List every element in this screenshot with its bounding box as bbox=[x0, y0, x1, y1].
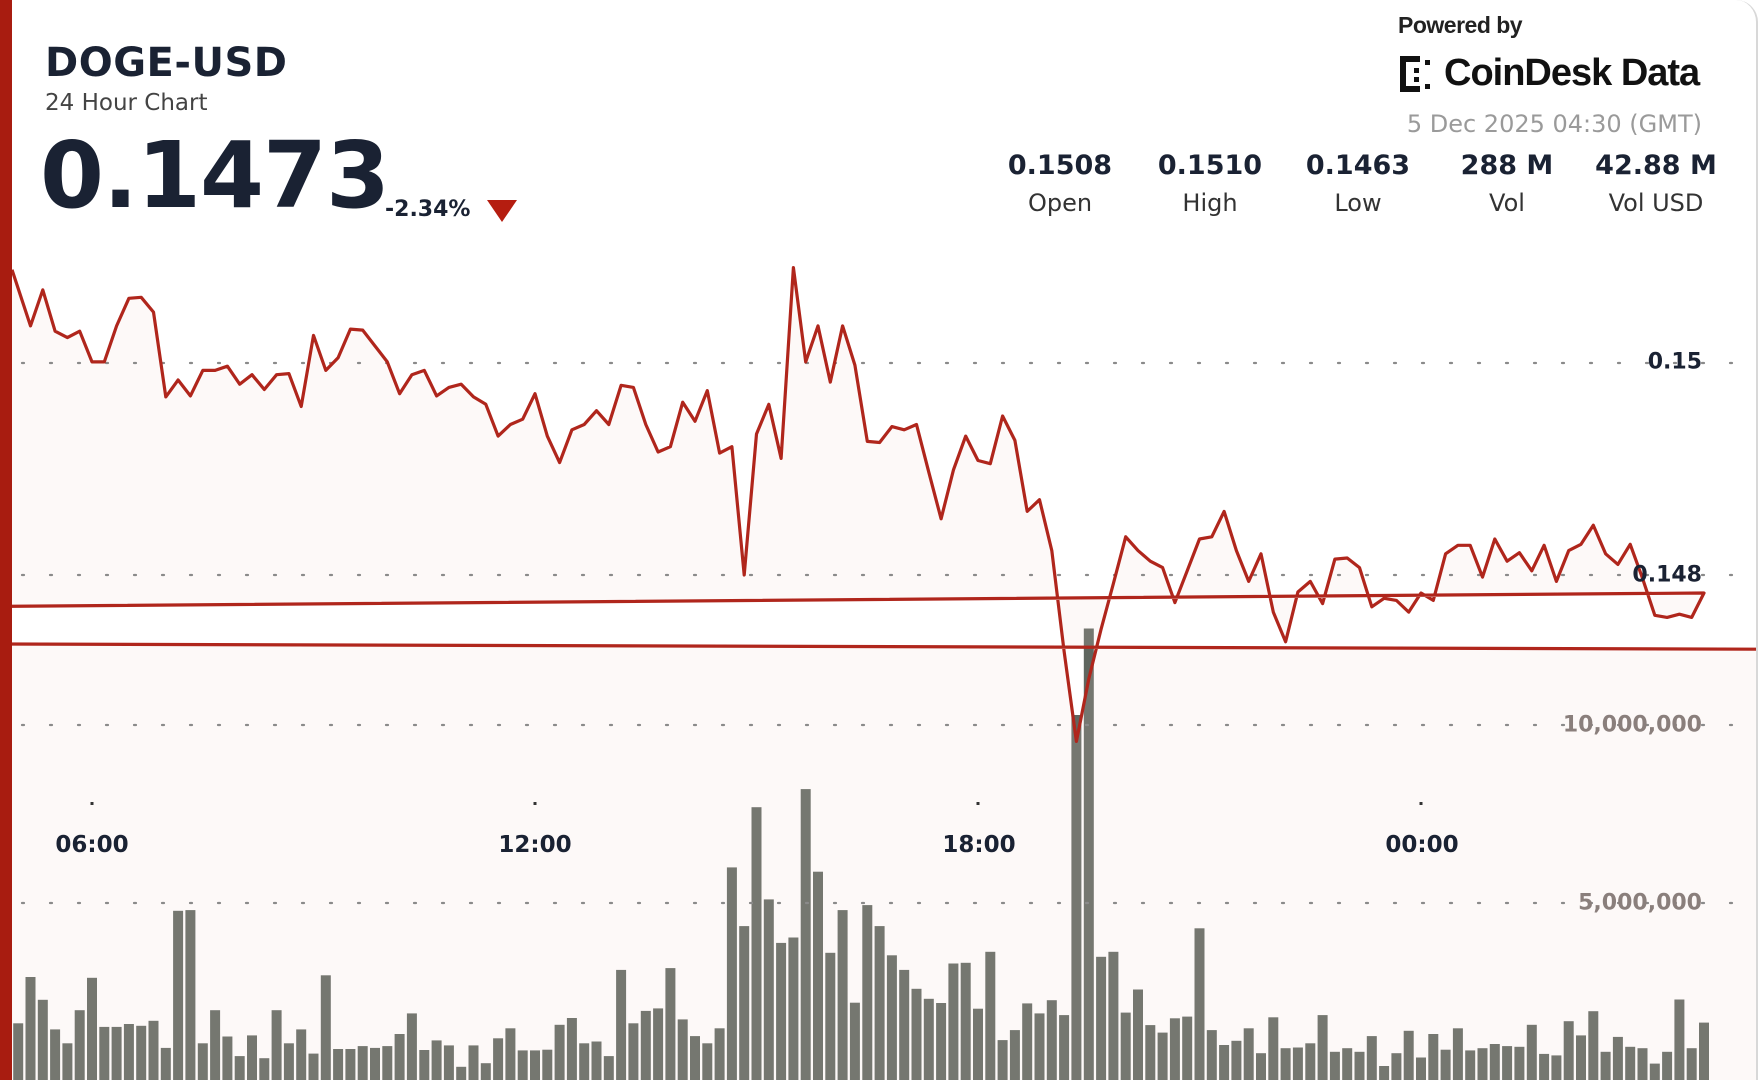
x-tick-mark bbox=[1419, 802, 1423, 805]
stat-label: High bbox=[1182, 189, 1238, 217]
time-tick-label: 12:00 bbox=[498, 832, 572, 858]
volume-tick-label: 10,000,000 bbox=[1562, 712, 1702, 738]
x-tick-marks bbox=[90, 802, 1423, 805]
price-change: -2.34% bbox=[385, 197, 471, 222]
chart-subtitle: 24 Hour Chart bbox=[45, 90, 208, 116]
brand-name: CoinDesk Data bbox=[1444, 52, 1700, 94]
stat-value: 0.1510 bbox=[1157, 150, 1263, 181]
stat-vol: 288 M Vol bbox=[1432, 150, 1582, 217]
price-tick-label: 0.15 bbox=[1647, 349, 1702, 375]
stat-value: 288 M bbox=[1460, 150, 1554, 181]
down-triangle-icon bbox=[487, 200, 517, 222]
coindesk-logo: CoinDesk Data bbox=[1398, 52, 1700, 95]
stat-value: 0.1463 bbox=[1305, 150, 1411, 181]
current-price: 0.1473 bbox=[40, 122, 390, 229]
stat-value: 42.88 M bbox=[1595, 150, 1717, 181]
volume-tick-label: 5,000,000 bbox=[1578, 890, 1702, 916]
time-tick-label: 00:00 bbox=[1385, 832, 1459, 858]
stat-vol-usd: 42.88 M Vol USD bbox=[1581, 150, 1731, 217]
stat-label: Open bbox=[1027, 189, 1093, 217]
x-tick-mark bbox=[533, 802, 537, 805]
stat-label: Low bbox=[1334, 189, 1382, 217]
stat-label: Vol bbox=[1489, 189, 1525, 217]
price-tick-label: 0.148 bbox=[1632, 562, 1702, 588]
time-tick-label: 18:00 bbox=[942, 832, 1016, 858]
stat-open: 0.1508 Open bbox=[985, 150, 1135, 217]
price-area bbox=[0, 267, 1756, 1080]
page-title: DOGE-USD bbox=[45, 40, 288, 86]
powered-by-label: Powered by bbox=[1398, 12, 1523, 38]
x-tick-mark bbox=[976, 802, 980, 805]
stat-label: Vol USD bbox=[1608, 189, 1704, 217]
stat-value: 0.1508 bbox=[1007, 150, 1113, 181]
stat-high: 0.1510 High bbox=[1135, 150, 1285, 217]
time-tick-label: 06:00 bbox=[55, 832, 129, 858]
coindesk-logo-icon bbox=[1400, 55, 1430, 92]
accent-bar bbox=[0, 0, 12, 1080]
price-line bbox=[0, 266, 1756, 743]
x-tick-mark bbox=[90, 802, 94, 805]
stat-low: 0.1463 Low bbox=[1283, 150, 1433, 217]
timestamp: 5 Dec 2025 04:30 (GMT) bbox=[1406, 110, 1702, 138]
